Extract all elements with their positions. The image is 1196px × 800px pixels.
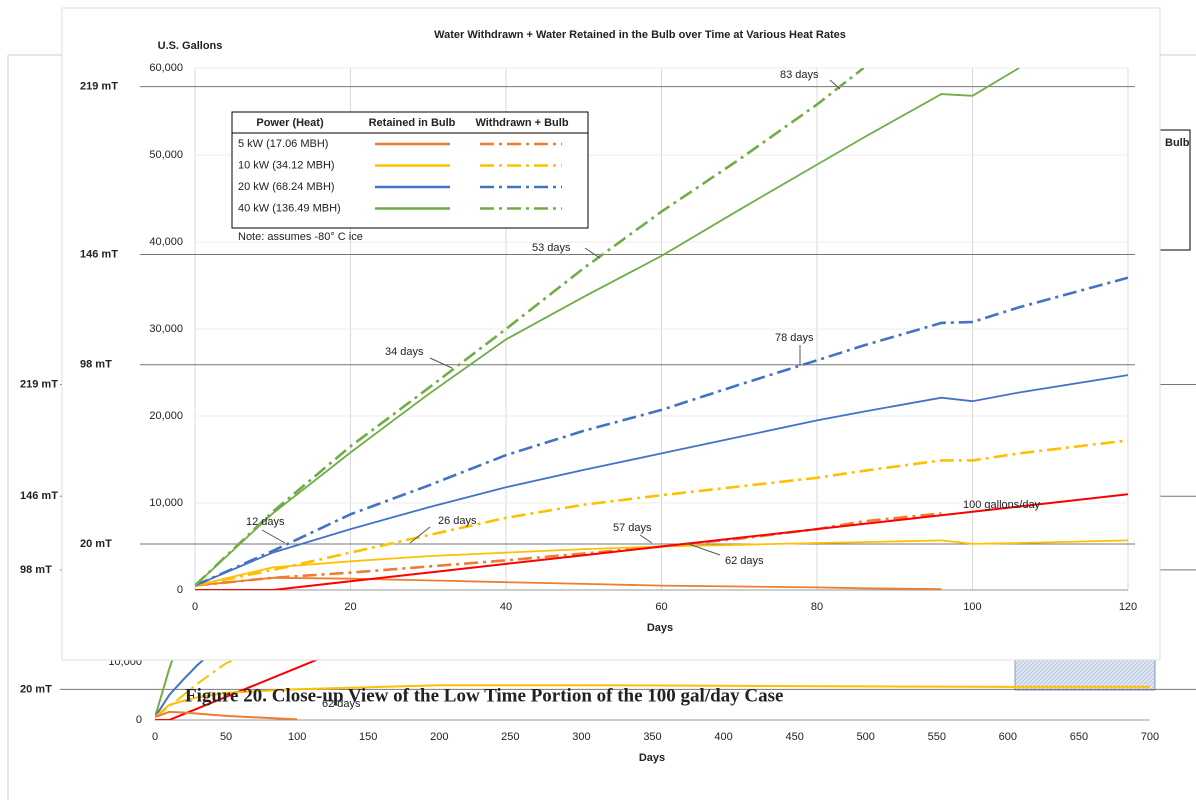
y-tick-label: 10,000	[149, 497, 183, 509]
series-line	[195, 374, 1128, 587]
caption: Figure 20. Close-up View of the Low Time…	[185, 685, 783, 706]
y-tick-label: 40,000	[149, 236, 183, 248]
series-line	[195, 439, 1128, 587]
x-tick-label: 100	[288, 731, 306, 743]
annotation: 62 days	[725, 555, 764, 567]
reference-label: 20 mT	[80, 538, 112, 550]
x-tick-label: 650	[1070, 731, 1088, 743]
y-tick-label: 0	[136, 714, 142, 726]
x-tick-label: 700	[1141, 731, 1159, 743]
x-tick-label: 250	[501, 731, 519, 743]
x-tick-label: 0	[192, 601, 198, 613]
y-tick-label: 60,000	[149, 62, 183, 74]
legend-fragment: Bulb	[1165, 137, 1190, 149]
series-line	[195, 68, 865, 587]
legend-header: Retained in Bulb	[369, 117, 456, 129]
x-tick-label: 350	[643, 731, 661, 743]
x-tick-label: 50	[220, 731, 232, 743]
leader-line	[639, 534, 653, 544]
series-label: 100 gallons/day	[963, 499, 1041, 511]
main-plot	[195, 68, 1128, 590]
series-line	[195, 539, 1128, 587]
x-tick-label: 100	[963, 601, 981, 613]
x-tick-label: 150	[359, 731, 377, 743]
legend-label: 40 kW (136.49 MBH)	[238, 202, 341, 214]
reference-label: 219 mT	[20, 378, 58, 390]
x-axis-label: Days	[647, 622, 673, 634]
x-tick-label: 60	[655, 601, 667, 613]
legend-label: 10 kW (34.12 MBH)	[238, 159, 335, 171]
reference-label: 146 mT	[20, 490, 58, 502]
series-line	[195, 276, 1128, 587]
chart-title: Water Withdrawn + Water Retained in the …	[434, 29, 846, 41]
x-tick-label: 0	[152, 731, 158, 743]
series-line	[195, 493, 1128, 590]
x-axis-label: Days	[639, 752, 665, 764]
annotation: 26 days	[438, 515, 477, 527]
x-tick-label: 20	[344, 601, 356, 613]
overlay-top: 100 gallons/day Power (Heat) Retained in B…	[231, 69, 1041, 567]
x-tick-label: 40	[500, 601, 512, 613]
x-tick-label: 400	[714, 731, 732, 743]
reference-label: 98 mT	[20, 564, 52, 576]
annotation: 62 days	[322, 698, 361, 710]
x-tick-label: 300	[572, 731, 590, 743]
legend-header: Withdrawn + Bulb	[475, 117, 568, 129]
x-tick-label: 500	[857, 731, 875, 743]
x-tick-label: 120	[1119, 601, 1137, 613]
series-line	[195, 576, 942, 590]
x-tick-label: 450	[785, 731, 803, 743]
leader-line	[409, 526, 431, 544]
legend-label: 20 kW (68.24 MBH)	[238, 181, 335, 193]
leader-line	[429, 357, 453, 369]
overlay-chart: Water Withdrawn + Water Retained in the …	[61, 7, 1161, 661]
annotation: 53 days	[532, 242, 571, 254]
leader-line	[584, 247, 601, 259]
annotation: 78 days	[775, 332, 814, 344]
annotation: 34 days	[385, 346, 424, 358]
y-tick-label: 30,000	[149, 323, 183, 335]
x-tick-label: 600	[999, 731, 1017, 743]
legend-label: 5 kW (17.06 MBH)	[238, 138, 328, 150]
series-line	[155, 684, 1150, 718]
series-line	[195, 68, 1020, 587]
series-line	[155, 710, 298, 720]
annotation: 83 days	[780, 69, 819, 81]
leader-line	[685, 542, 721, 556]
note: Note: assumes -80° C ice	[238, 231, 363, 243]
y-tick-label: 0	[177, 584, 183, 596]
x-tick-label: 200	[430, 731, 448, 743]
x-tick-label: 80	[811, 601, 823, 613]
reference-label: 146 mT	[80, 248, 118, 260]
legend-header: Power (Heat)	[256, 117, 324, 129]
leader-line	[261, 529, 286, 544]
reference-label: 219 mT	[80, 81, 118, 93]
y-tick-label: 50,000	[149, 149, 183, 161]
annotation: 57 days	[613, 522, 652, 534]
x-tick-label: 550	[928, 731, 946, 743]
leader-line	[829, 79, 841, 90]
y-tick-label: 20,000	[149, 410, 183, 422]
reference-label: 20 mT	[20, 683, 52, 695]
overlay-panel	[61, 7, 1161, 661]
y-axis-label: U.S. Gallons	[158, 40, 223, 52]
annotation: 12 days	[246, 516, 285, 528]
reference-label: 98 mT	[80, 359, 112, 371]
